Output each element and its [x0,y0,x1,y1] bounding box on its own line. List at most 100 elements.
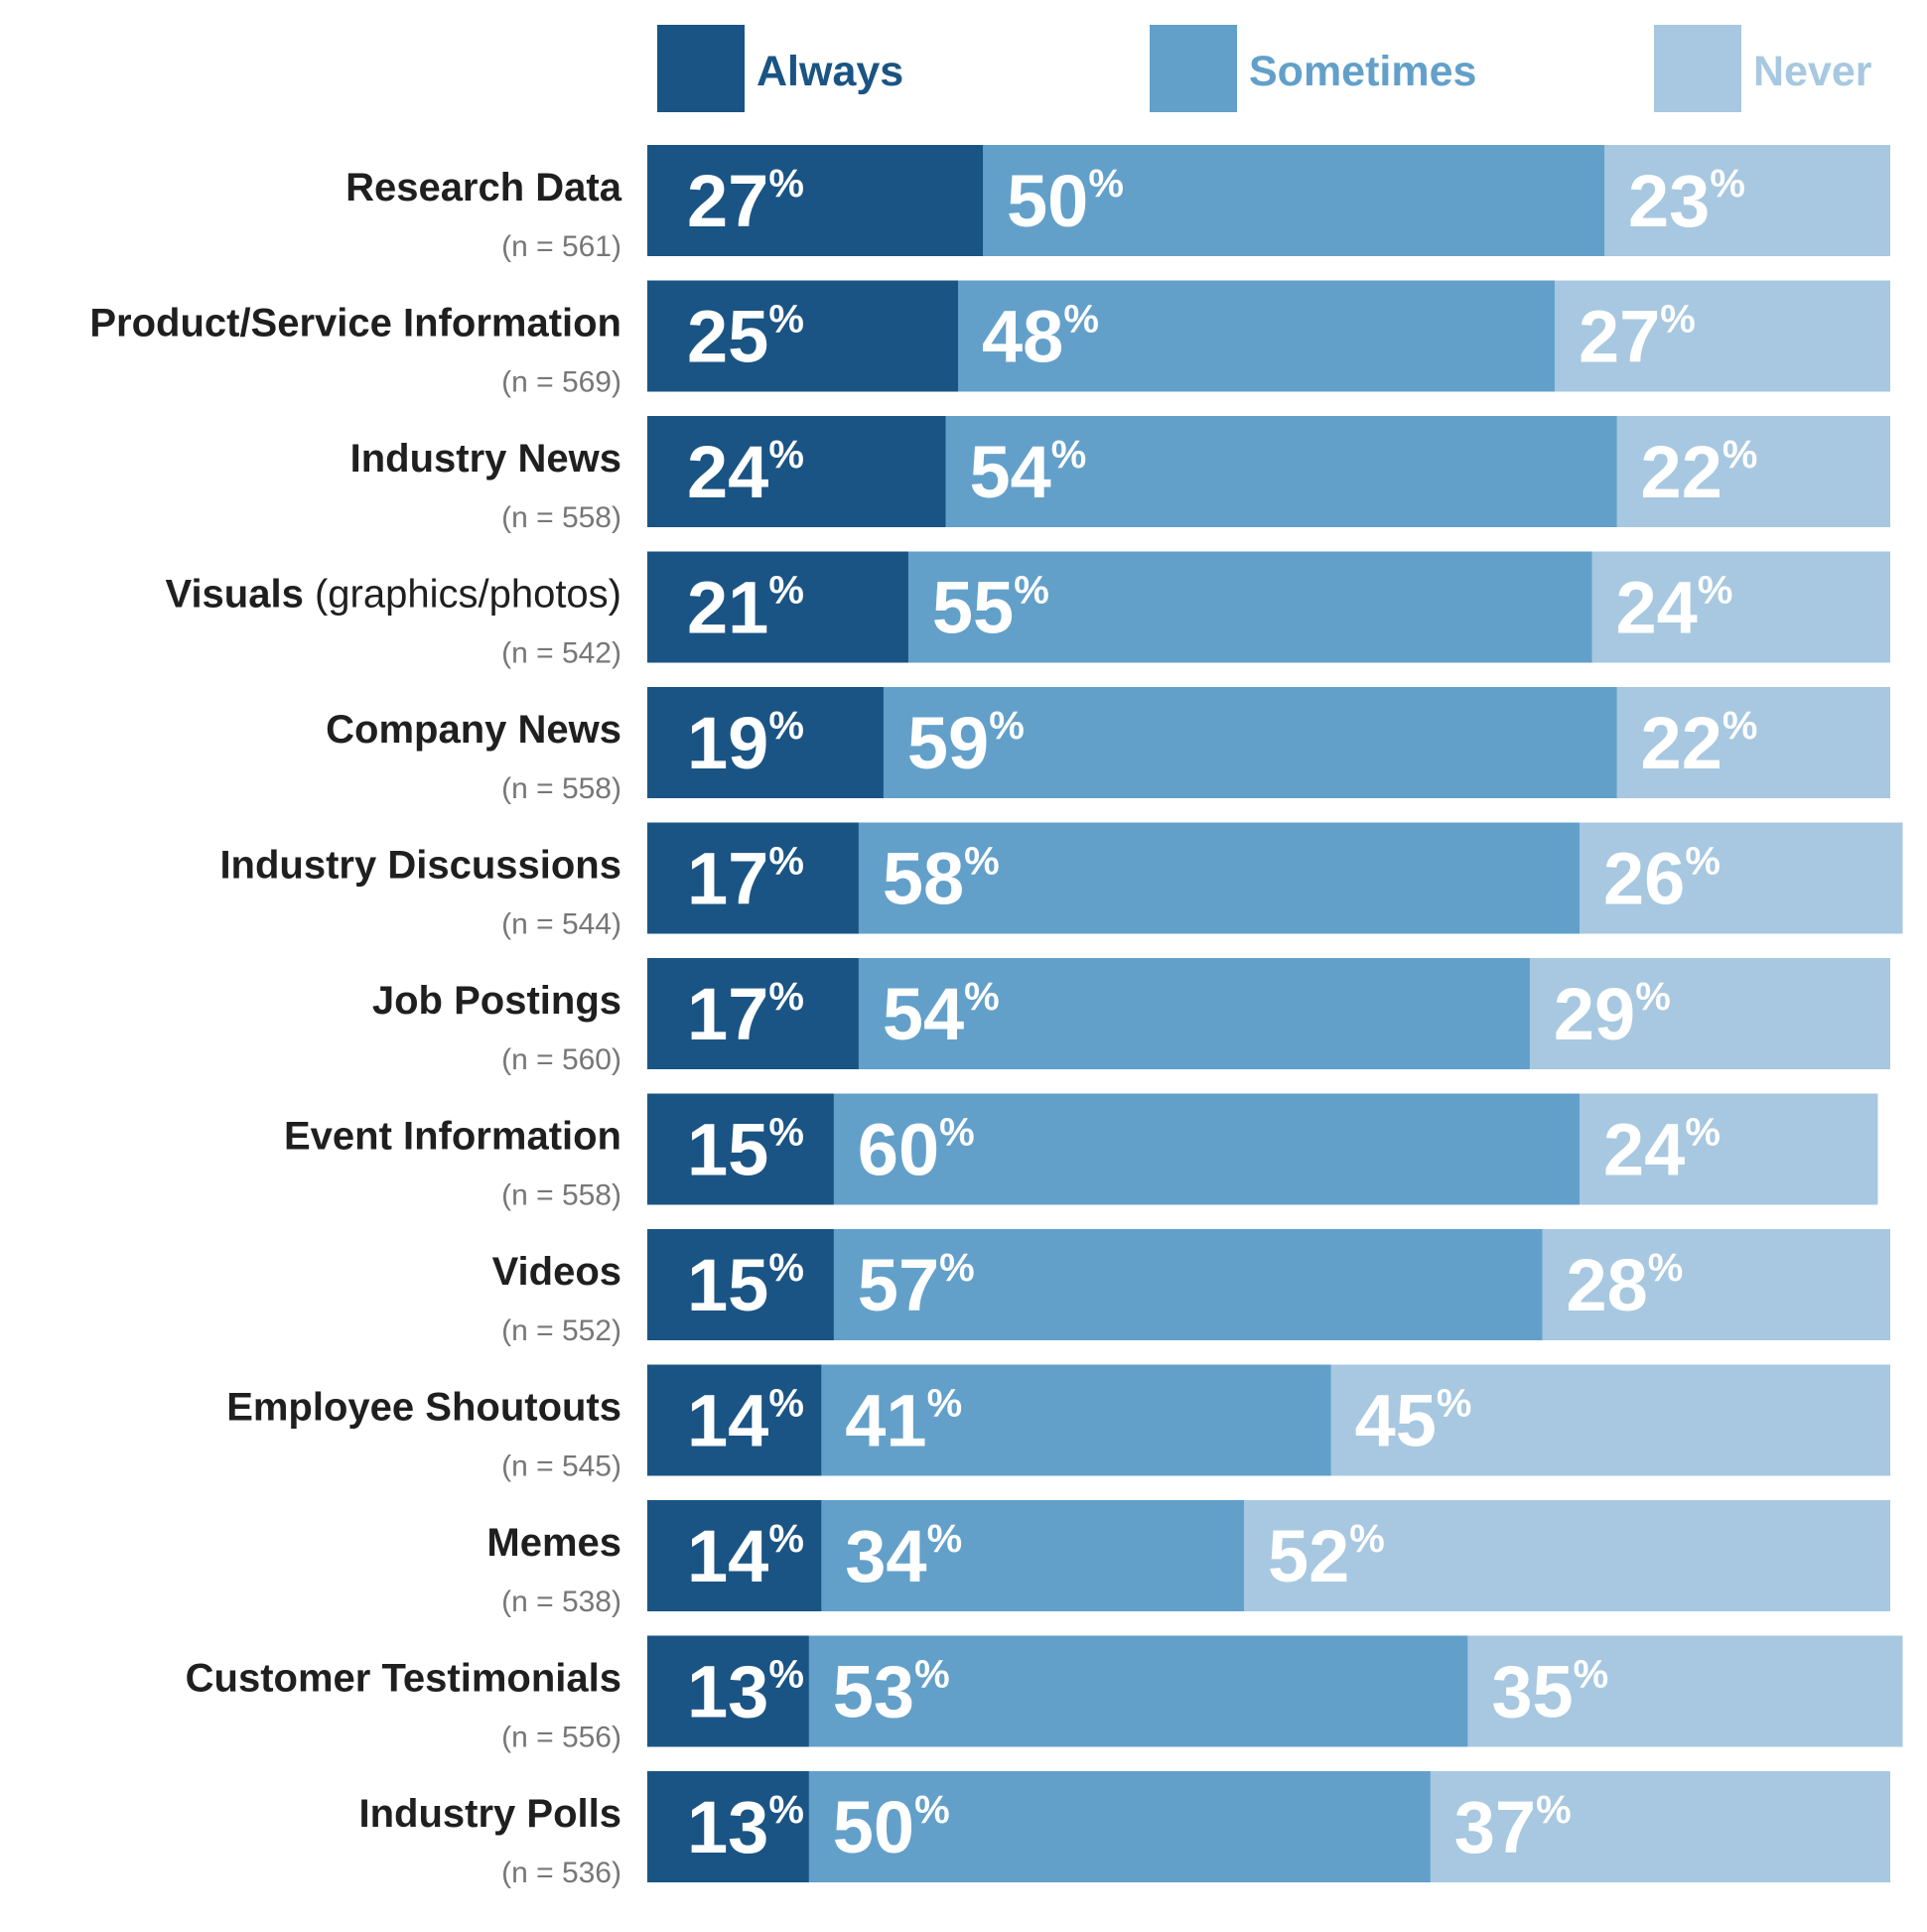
bar-segment-always [647,1500,823,1611]
bar-row: 14% 34% 52% [647,1500,1890,1611]
legend-label-never: Never [1753,48,1872,95]
value-label-never: 22% [1641,431,1758,513]
bar-row: 13% 50% 37% [647,1771,1890,1882]
bar-segment-always [647,687,885,798]
category-label: Customer Testimonials [186,1657,621,1701]
bar-segment-never [1554,280,1890,392]
value-label-never: 28% [1566,1244,1683,1326]
bar-row: 24% 54% 22% [647,416,1890,527]
value-label-always: 14% [687,1380,804,1462]
sample-size-label: (n = 556) [501,1722,621,1754]
bar-segment-always [647,145,985,256]
bar-segment-sometimes [858,958,1531,1069]
bar-row: 27% 50% 23% [647,145,1890,256]
sample-size-label: (n = 569) [501,366,621,399]
sample-size-label: (n = 558) [501,772,621,805]
bar-row: 13% 53% 35% [647,1635,1903,1747]
category-label: Industry Polls [359,1792,622,1836]
category-label: Employee Shoutouts [226,1386,621,1430]
bar-segment-always [647,551,909,663]
bar-segment-always [647,1229,835,1340]
bar-row: 21% 55% 24% [647,551,1890,663]
sample-size-label: (n = 558) [501,1179,621,1212]
bar-row: 17% 58% 26% [647,822,1903,934]
value-label-never: 26% [1603,838,1721,920]
value-label-never: 35% [1491,1651,1608,1733]
bar-segment-never [1430,1771,1890,1882]
sample-size-label: (n = 544) [501,908,621,941]
bar-segment-never [1529,958,1890,1069]
bar-row: 25% 48% 27% [647,280,1890,392]
legend-label-sometimes: Sometimes [1249,48,1476,95]
value-label-sometimes: 48% [982,296,1099,378]
value-label-sometimes: 53% [833,1651,950,1733]
bar-segment-always [647,1093,835,1205]
value-label-never: 45% [1355,1380,1472,1462]
bar-row: 15% 60% 24% [647,1093,1878,1205]
value-label-always: 25% [687,296,804,378]
value-label-always: 19% [687,702,804,784]
value-label-never: 23% [1628,160,1745,242]
value-label-sometimes: 55% [932,567,1049,649]
bar-segment-sometimes [958,280,1556,392]
sample-size-label: (n = 536) [501,1857,621,1889]
category-label: Company News [326,708,621,752]
category-label: Videos [492,1250,621,1294]
sample-size-label: (n = 561) [501,230,621,263]
value-label-always: 17% [687,973,804,1055]
value-label-sometimes: 50% [1007,160,1124,242]
sample-size-label: (n = 560) [501,1043,621,1076]
value-label-sometimes: 57% [858,1244,975,1326]
value-label-always: 27% [687,160,804,242]
bar-row: 17% 54% 29% [647,958,1890,1069]
value-label-never: 27% [1579,296,1696,378]
bar-segment-sometimes [821,1500,1245,1611]
bar-segment-sometimes [945,416,1618,527]
value-label-sometimes: 54% [883,973,1000,1055]
legend-swatch-always [657,25,745,112]
category-label: Industry News [350,437,621,481]
bar-segment-sometimes [821,1364,1332,1476]
value-label-never: 24% [1616,567,1733,649]
bar-segment-sometimes [833,1229,1544,1340]
value-label-never: 37% [1454,1786,1572,1868]
bar-segment-always [647,280,959,392]
value-label-never: 29% [1554,973,1671,1055]
category-label: Event Information [284,1115,621,1159]
bar-segment-never [1580,1093,1878,1205]
legend-swatch-never [1654,25,1741,112]
category-labels: Research Data (n = 561) Product/Service In… [89,166,621,1889]
value-label-sometimes: 50% [833,1786,950,1868]
bar-segment-never [1243,1500,1890,1611]
category-label: Research Data [345,166,622,209]
value-label-always: 24% [687,431,804,513]
category-label: Memes [486,1521,621,1565]
category-label: Job Postings [372,979,621,1023]
value-label-always: 17% [687,838,804,920]
value-label-always: 15% [687,1244,804,1326]
bar-segment-sometimes [907,551,1593,663]
bar-segment-always [647,1364,823,1476]
bar-segment-sometimes [883,687,1618,798]
value-label-never: 24% [1603,1109,1721,1191]
sample-size-label: (n = 552) [501,1314,621,1347]
bar-segment-never [1591,551,1890,663]
bar-segment-always [647,958,860,1069]
bar-segment-always [647,1635,810,1747]
sample-size-label: (n = 542) [501,637,621,670]
value-label-always: 14% [687,1515,804,1597]
bar-segment-always [647,822,860,934]
value-label-sometimes: 41% [845,1380,962,1462]
bar-row: 15% 57% 28% [647,1229,1890,1340]
bar-segment-sometimes [833,1093,1581,1205]
bar-segment-sometimes [858,822,1581,934]
value-label-always: 13% [687,1786,804,1868]
legend: Always Sometimes Never [657,25,1872,112]
bar-segment-always [647,1771,810,1882]
bar-segment-never [1616,687,1890,798]
legend-label-always: Always [757,48,903,95]
value-label-sometimes: 34% [845,1515,962,1597]
bar-segment-sometimes [808,1771,1432,1882]
bar-segment-never [1467,1635,1903,1747]
